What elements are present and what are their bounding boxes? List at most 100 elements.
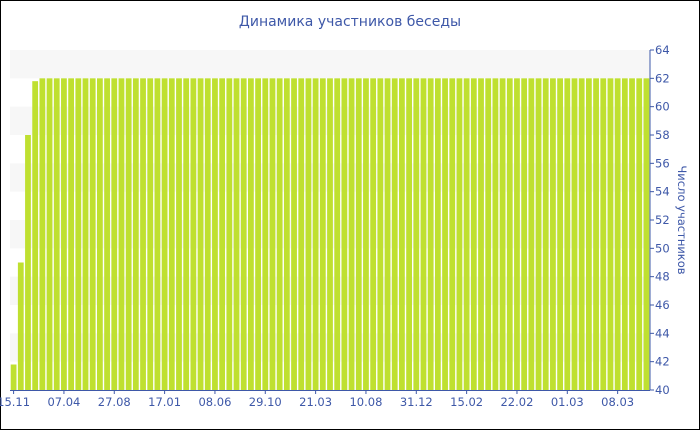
bar: [140, 78, 146, 390]
x-tick-label: 22.02: [500, 395, 533, 409]
bar: [384, 78, 391, 390]
bar: [636, 78, 643, 390]
bar: [341, 78, 348, 390]
y-tick-label: 40: [655, 383, 670, 397]
bar: [25, 135, 31, 390]
bar: [262, 78, 269, 390]
x-tick-label: 15.11: [0, 395, 30, 409]
bar: [132, 78, 139, 390]
bar: [614, 78, 621, 390]
bar: [578, 78, 585, 390]
x-tick-label: 07.04: [47, 395, 80, 409]
y-axis-label: Число участников: [675, 165, 689, 274]
axes: 40 42 44 46 48 50 52 54 56 58 60 62 64 15.11 07.04 27.0…: [0, 43, 670, 409]
bar: [370, 78, 377, 390]
bar: [542, 78, 549, 390]
bar: [104, 78, 110, 390]
bar: [348, 78, 355, 390]
bar: [32, 81, 39, 391]
bar: [478, 78, 484, 390]
y-tick-label: 64: [655, 43, 670, 57]
x-tick-label: 21.03: [299, 395, 332, 409]
y-tick-label: 50: [655, 241, 670, 255]
bar: [449, 78, 456, 390]
bar: [470, 78, 477, 390]
bar: [528, 78, 535, 390]
bar: [89, 78, 96, 390]
bar: [434, 78, 441, 390]
bar: [161, 78, 168, 390]
bar: [82, 78, 89, 390]
bar: [118, 78, 125, 390]
bar: [442, 78, 448, 390]
x-tick-label: 10.08: [349, 395, 382, 409]
bar: [420, 78, 427, 390]
bar: [377, 78, 384, 390]
bar: [571, 78, 578, 390]
x-tick-label: 08.03: [601, 395, 634, 409]
bar: [276, 78, 283, 390]
bar: [269, 78, 276, 390]
bar: [334, 78, 341, 390]
y-tick-label: 54: [655, 185, 670, 199]
bar: [463, 78, 470, 390]
bar: [363, 78, 369, 390]
bar: [233, 78, 240, 390]
x-tick-label: 01.03: [551, 395, 584, 409]
bars: [10, 78, 650, 391]
bar: [629, 78, 635, 390]
bar: [46, 78, 53, 390]
bar: [154, 78, 161, 390]
bar: [168, 78, 175, 390]
bar: [413, 78, 420, 390]
y-tick-label: 52: [655, 213, 670, 227]
bar: [248, 78, 254, 390]
y-tick-label: 44: [655, 326, 670, 340]
y-tick-label: 60: [655, 100, 670, 114]
y-tick-label: 46: [655, 298, 670, 312]
y-tick-label: 56: [655, 156, 670, 170]
bar: [197, 78, 204, 390]
bar: [291, 78, 297, 390]
bar: [391, 78, 398, 390]
bar: [255, 78, 261, 390]
bar: [111, 78, 118, 390]
bar: [298, 78, 305, 390]
bar: [96, 78, 103, 390]
bar: [327, 78, 333, 390]
bar: [535, 78, 542, 390]
bar: [147, 78, 154, 390]
bar: [506, 78, 513, 390]
bar: [427, 78, 434, 390]
bar: [53, 78, 60, 390]
bar: [312, 78, 319, 390]
bar: [68, 78, 75, 390]
bar: [176, 78, 182, 390]
y-tick-label: 58: [655, 128, 670, 142]
chart-title: Динамика участников беседы: [238, 14, 462, 30]
bar: [514, 78, 520, 390]
bar: [10, 364, 17, 390]
bar: [212, 78, 218, 390]
bar: [283, 78, 290, 390]
x-tick-label: 08.06: [198, 395, 231, 409]
bar: [607, 78, 614, 390]
grid-band: [10, 50, 650, 79]
bar: [125, 78, 132, 390]
bar: [643, 78, 650, 390]
bar: [17, 262, 24, 390]
bar: [492, 78, 499, 390]
bar: [564, 78, 571, 390]
bar: [600, 78, 607, 390]
x-tick-label: 29.10: [249, 395, 282, 409]
y-tick-label: 42: [655, 355, 670, 369]
bar: [240, 78, 247, 390]
bar: [204, 78, 211, 390]
bar: [593, 78, 599, 390]
bar: [183, 78, 190, 390]
bar: [585, 78, 592, 390]
bar: [485, 78, 492, 390]
bar: [355, 78, 362, 390]
x-tick-label: 27.08: [98, 395, 131, 409]
